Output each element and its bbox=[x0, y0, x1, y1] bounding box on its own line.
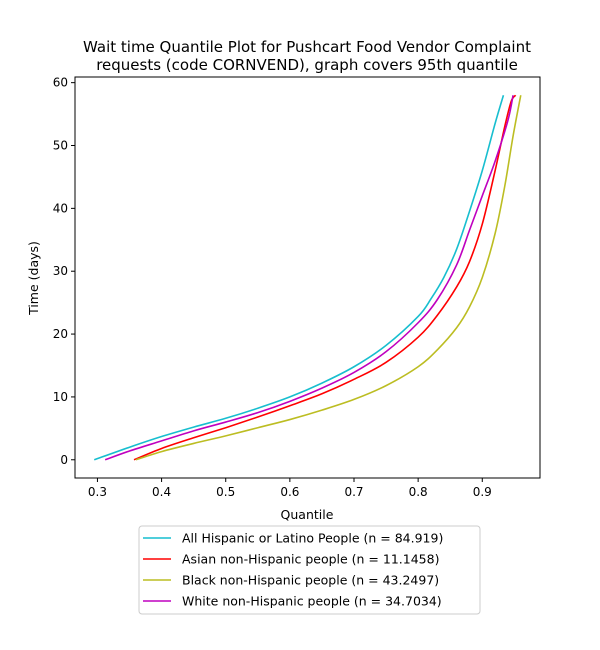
legend-label-1: All Hispanic or Latino People (n = 84.91… bbox=[182, 531, 443, 546]
chart-title: Wait time Quantile Plot for Pushcart Foo… bbox=[83, 38, 531, 74]
x-tick-label: 0.6 bbox=[280, 485, 299, 499]
legend-box bbox=[138, 525, 481, 615]
y-tick-label: 10 bbox=[53, 390, 68, 404]
legend-label-3: Black non-Hispanic people (n = 43.2497) bbox=[182, 573, 439, 588]
chart-title-line-1: Wait time Quantile Plot for Pushcart Foo… bbox=[83, 38, 531, 56]
series-line-2 bbox=[133, 94, 517, 461]
y-tick-label: 30 bbox=[53, 264, 68, 278]
x-tick-label: 0.4 bbox=[152, 485, 171, 499]
y-tick-label: 20 bbox=[53, 327, 68, 341]
y-tick-label: 60 bbox=[53, 76, 68, 90]
x-axis-ticks: 0.3 0.4 0.5 0.6 0.7 0.8 0.9 bbox=[88, 478, 492, 499]
x-axis-label: Quantile bbox=[281, 507, 334, 522]
chart-title-line-2: requests (code CORNVEND), graph covers 9… bbox=[96, 56, 518, 74]
plot-area-frame bbox=[74, 76, 541, 479]
legend: All Hispanic or Latino People (n = 84.91… bbox=[138, 525, 481, 615]
legend-label-4: White non-Hispanic people (n = 34.7034) bbox=[182, 594, 442, 609]
y-tick-label: 0 bbox=[60, 453, 68, 467]
y-tick-label: 40 bbox=[53, 201, 68, 215]
x-tick-label: 0.8 bbox=[409, 485, 428, 499]
x-tick-label: 0.7 bbox=[344, 485, 363, 499]
x-tick-label: 0.3 bbox=[88, 485, 107, 499]
x-tick-label: 0.9 bbox=[473, 485, 492, 499]
y-tick-label: 50 bbox=[53, 139, 68, 153]
plot-lines bbox=[93, 94, 522, 461]
legend-entries: All Hispanic or Latino People (n = 84.91… bbox=[143, 531, 443, 609]
series-line-4 bbox=[104, 95, 514, 461]
legend-label-2: Asian non-Hispanic people (n = 11.1458) bbox=[182, 552, 439, 567]
y-axis-label: Time (days) bbox=[26, 241, 41, 316]
x-tick-label: 0.5 bbox=[216, 485, 235, 499]
series-line-3 bbox=[135, 95, 522, 461]
y-axis-ticks: 0 10 20 30 40 50 60 bbox=[53, 76, 75, 467]
series-line-1 bbox=[93, 95, 505, 461]
